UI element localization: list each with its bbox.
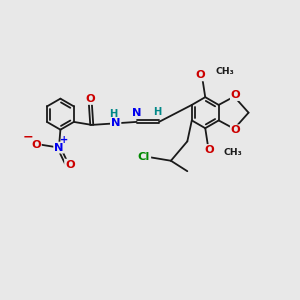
- Text: CH₃: CH₃: [223, 148, 242, 158]
- Text: N: N: [111, 118, 120, 128]
- Text: O: O: [85, 94, 95, 104]
- Text: O: O: [231, 125, 241, 135]
- Text: CH₃: CH₃: [216, 67, 234, 76]
- Text: Cl: Cl: [138, 152, 150, 162]
- Text: H: H: [110, 109, 118, 119]
- Text: N: N: [54, 142, 64, 153]
- Text: O: O: [31, 140, 41, 150]
- Text: O: O: [195, 70, 205, 80]
- Text: O: O: [65, 160, 75, 170]
- Text: O: O: [231, 90, 241, 100]
- Text: H: H: [153, 107, 162, 117]
- Text: +: +: [60, 135, 68, 145]
- Text: O: O: [205, 145, 214, 155]
- Text: N: N: [132, 108, 141, 118]
- Text: −: −: [22, 130, 33, 144]
